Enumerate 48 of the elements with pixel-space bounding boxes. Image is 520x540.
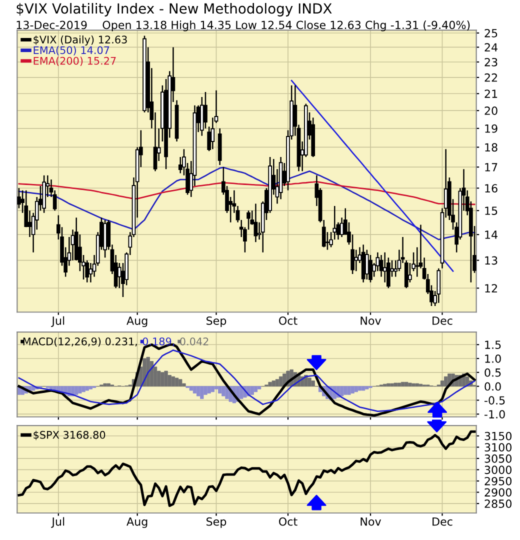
legend-label: EMA(200) 15.27	[34, 56, 116, 66]
y-tick-label: 23	[484, 58, 498, 66]
legend-label: $VIX (Daily) 12.63	[34, 35, 127, 46]
y-tick-label: 13	[485, 256, 498, 265]
y-tick-label: 2950	[484, 476, 512, 486]
x-tick-label: Aug	[126, 518, 148, 528]
x-tick-label: Jul	[51, 517, 64, 528]
x-tick-label: Nov	[360, 316, 382, 325]
x-tick-label: Dec	[432, 518, 452, 526]
y-tick-label: 0.0	[484, 382, 501, 391]
y-tick-label: -0.5	[484, 396, 505, 405]
x-tick-label: Oct	[279, 517, 298, 526]
y-tick-label: 12	[485, 284, 497, 292]
y-tick-label: 2850	[484, 500, 512, 508]
y-tick-label: 25	[484, 28, 498, 38]
chart-subtitle: 13-Dec-2019	[16, 20, 87, 30]
legend-label: MACD(12,26,9) 0.231,	[23, 337, 137, 347]
y-tick-label: 19	[485, 124, 498, 133]
legend-label: $SPX 3168.80	[34, 430, 106, 440]
x-tick-label: Dec	[432, 316, 452, 325]
y-tick-label: 18	[485, 143, 498, 152]
y-tick-label: 3150	[484, 432, 512, 440]
y-tick-label: 22	[484, 73, 497, 82]
annotation: Open 13.18 High 14.35 Low 12.54 Close 12.63 Chg -1.31 (-9.40%)	[102, 20, 470, 32]
y-tick-label: 21	[484, 90, 498, 98]
y-tick-label: 20	[484, 106, 498, 115]
y-tick-label: 1.5	[485, 340, 501, 349]
y-tick-label: 15	[485, 206, 498, 215]
x-tick-label: Jul	[51, 316, 64, 327]
legend-label: EMA(50) 14.07	[34, 46, 110, 56]
x-tick-label: Aug	[126, 316, 148, 328]
y-tick-label: 3050	[484, 454, 512, 463]
x-tick-label: Sep	[206, 517, 226, 528]
legend-label: 0.042	[180, 337, 208, 346]
y-tick-label: 3100	[484, 443, 512, 452]
y-tick-label: 3000	[484, 466, 512, 474]
x-tick-label: Oct	[279, 316, 298, 325]
x-tick-label: Nov	[360, 518, 382, 526]
y-tick-label: 24	[484, 43, 498, 52]
y-tick-label: 0.5	[484, 368, 501, 377]
y-tick-label: 1.0	[485, 354, 501, 363]
y-tick-label: -1.0	[484, 410, 505, 418]
y-tick-label: 2900	[484, 488, 512, 497]
chart-title: $VIX Volatility Index - New Methodology INDX	[16, 3, 332, 16]
y-tick-label: 17	[485, 163, 498, 172]
y-tick-label: 14	[485, 230, 498, 239]
y-tick-label: 16	[485, 184, 498, 193]
x-tick-label: Sep	[206, 316, 226, 328]
